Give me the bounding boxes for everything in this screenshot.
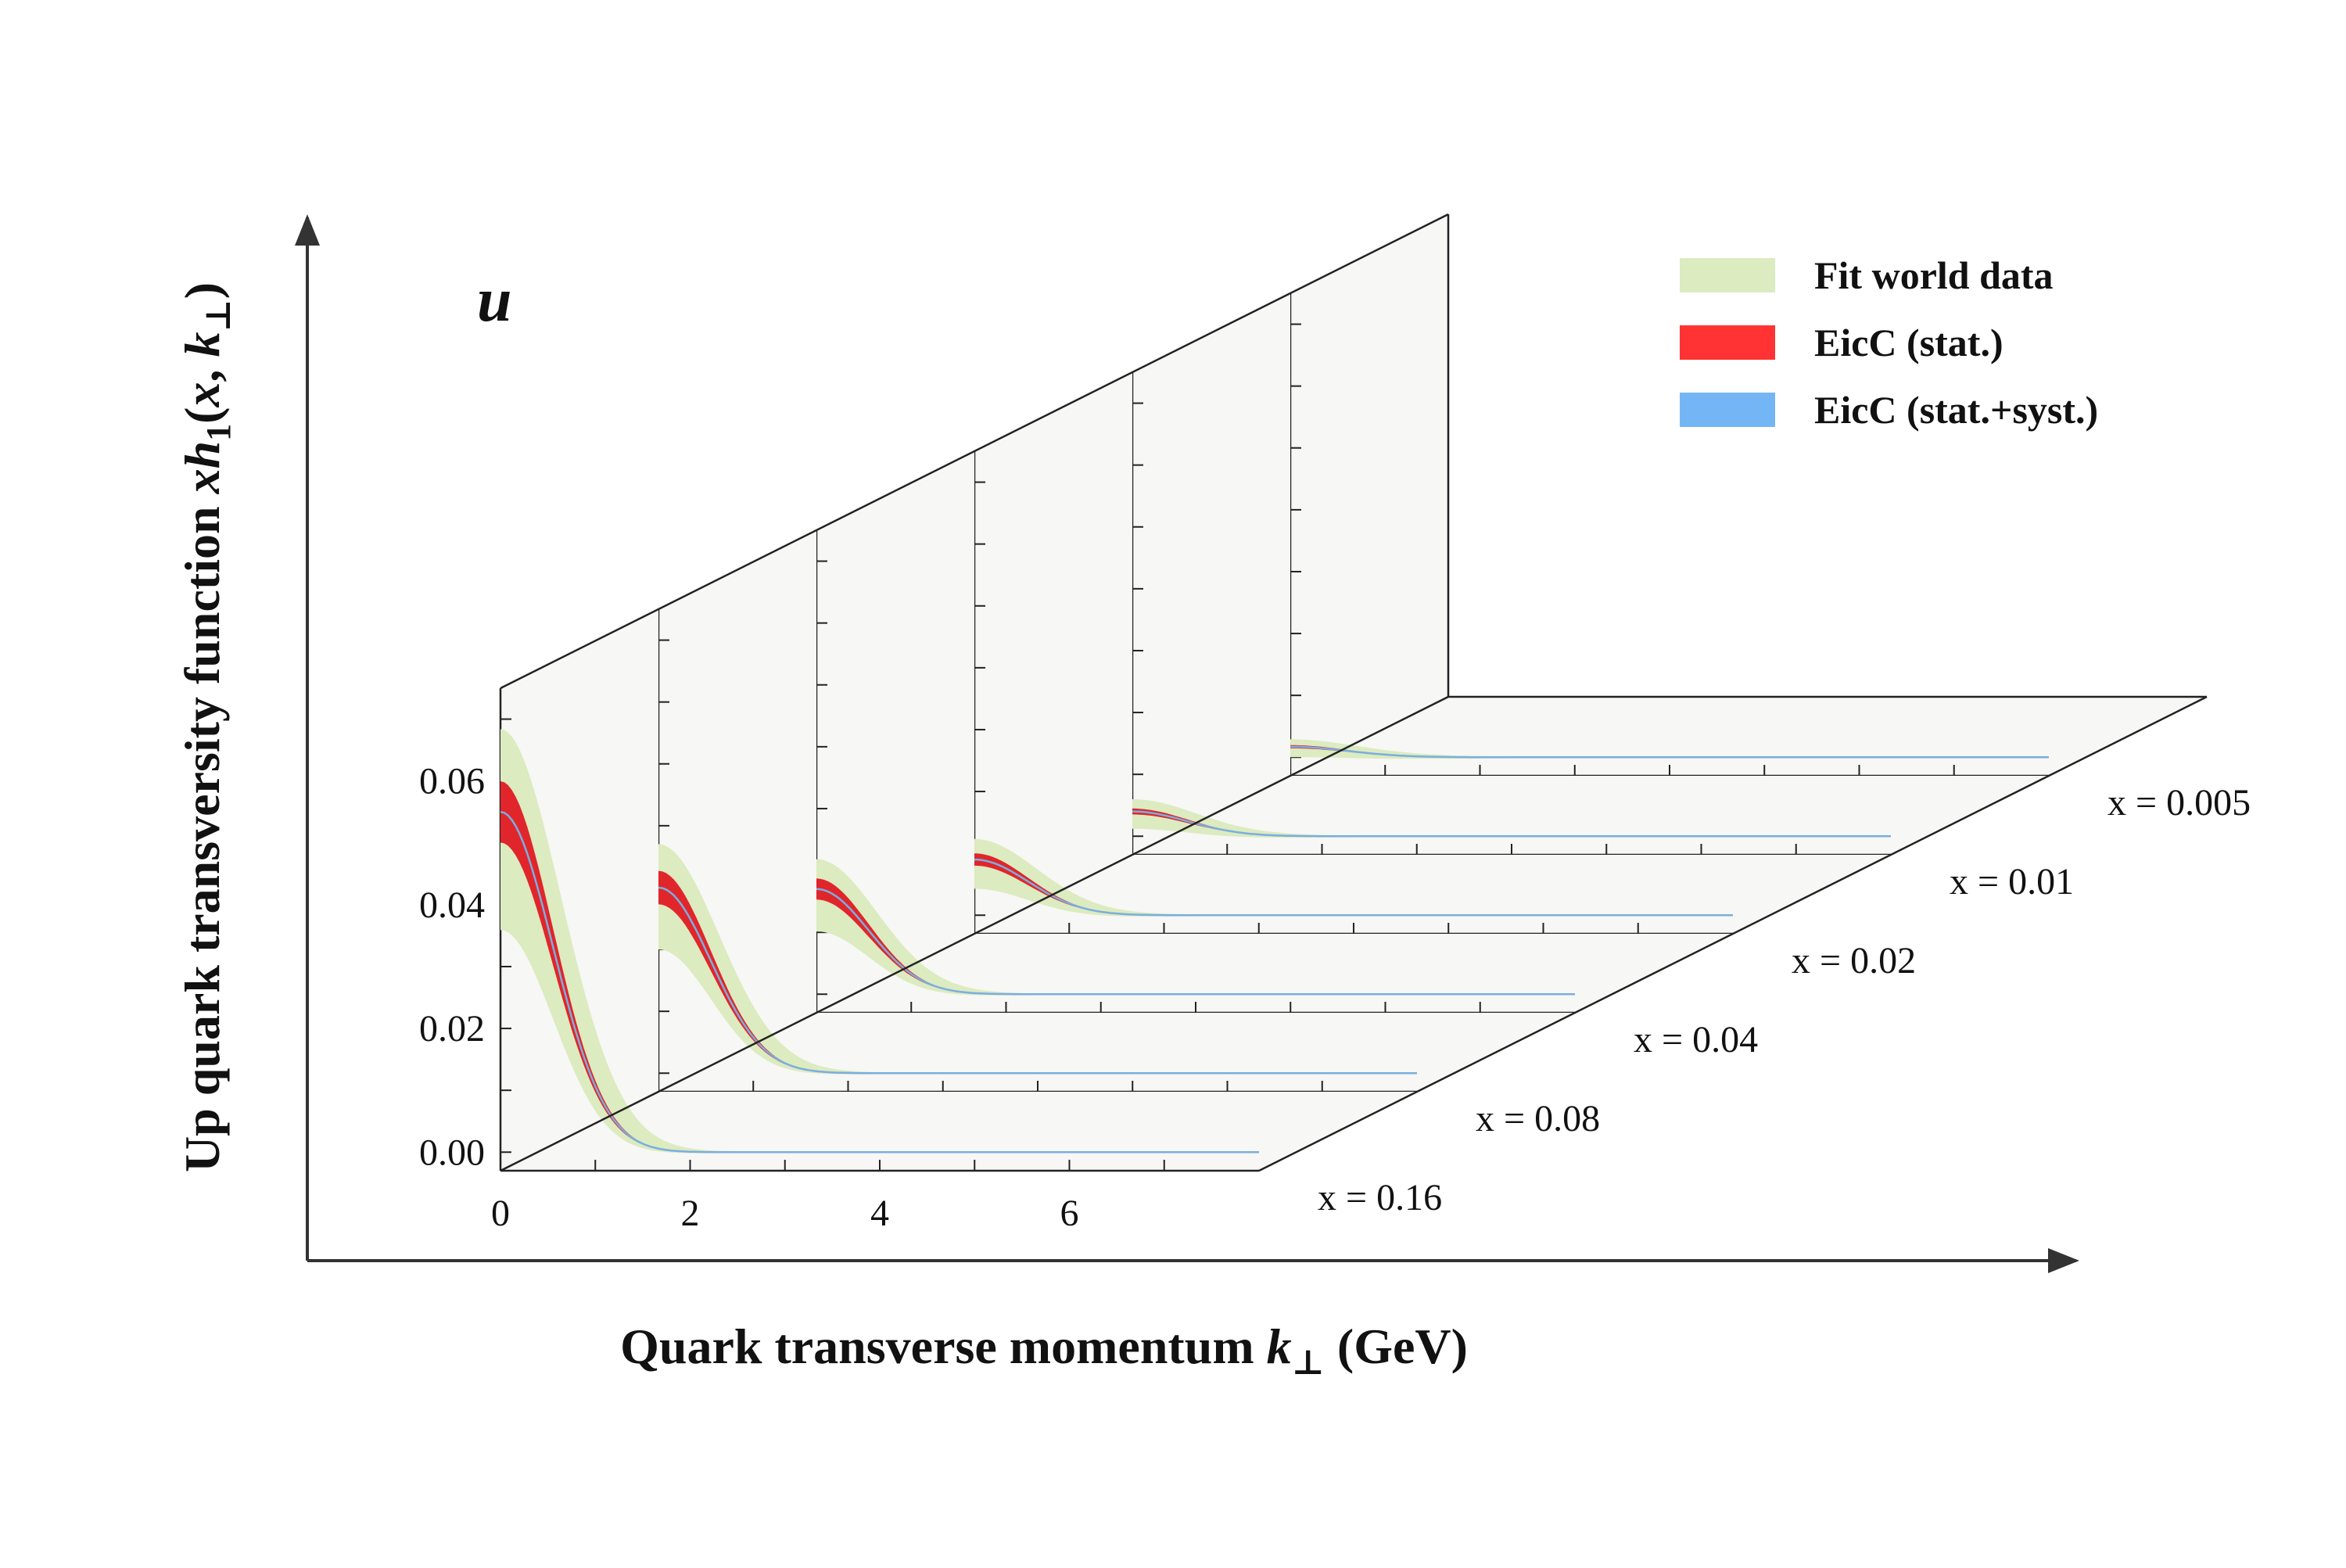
syst-line bbox=[500, 810, 1259, 1154]
x-axis-title-var: k bbox=[1267, 1319, 1292, 1374]
y-axis-title-var2: x bbox=[174, 382, 230, 408]
slice-panel bbox=[1289, 214, 2207, 777]
x-tick-label: 0 bbox=[491, 1193, 510, 1234]
slice-panel bbox=[973, 372, 1891, 935]
syst-line bbox=[658, 886, 1417, 1075]
x-tick-label: 6 bbox=[1060, 1193, 1079, 1234]
y-axis-title-post: ) bbox=[174, 282, 230, 299]
slice-labels: x = 0.005 x = 0.01 x = 0.02 x = 0.04 x = 0.0… bbox=[1318, 782, 2251, 1218]
slice-label: x = 0.005 bbox=[2107, 782, 2251, 823]
x-axis-title: Quark transverse momentum k⊥ (GeV) bbox=[620, 1319, 1468, 1382]
slice-panels bbox=[499, 214, 2207, 1172]
y-tick-label: 0.06 bbox=[419, 761, 485, 802]
floor-strip bbox=[1290, 697, 2207, 776]
slice-label: x = 0.01 bbox=[1950, 861, 2074, 902]
frame-floor-left-edge bbox=[500, 695, 1449, 1172]
wall-strip bbox=[500, 609, 658, 1171]
syst-line bbox=[816, 888, 1575, 996]
slice-panel bbox=[1131, 293, 2049, 856]
y-axis-title-pre: Up quark transversity function bbox=[174, 493, 230, 1172]
syst-line bbox=[1290, 745, 2049, 759]
syst-line bbox=[974, 858, 1733, 917]
y-axis-title-sub1: 1 bbox=[199, 424, 238, 441]
front-axes: 0 2 4 6 0.00 0.02 0.04 0.06 bbox=[419, 213, 2208, 1234]
slice-label: x = 0.02 bbox=[1792, 940, 1916, 981]
x-tick-label: 2 bbox=[681, 1193, 700, 1234]
y-axis-title-comma: , bbox=[174, 357, 230, 382]
syst-line bbox=[1132, 810, 1891, 838]
y-tick-label: 0.02 bbox=[419, 1008, 485, 1050]
x-axis-title-pre: Quark transverse momentum bbox=[620, 1319, 1267, 1374]
floor-strip bbox=[1132, 776, 2049, 855]
world-data-band bbox=[1290, 739, 2049, 759]
wall-strip bbox=[816, 451, 974, 1013]
y-axis-title-mid: ( bbox=[174, 407, 230, 424]
floor-strip bbox=[500, 1092, 1417, 1171]
flavor-label: u bbox=[477, 266, 512, 335]
legend-label: EicC (stat.) bbox=[1814, 321, 2003, 364]
world-data-band bbox=[1132, 799, 1891, 838]
frame-top-edge bbox=[500, 213, 1449, 690]
legend-label: EicC (stat.+syst.) bbox=[1814, 388, 2098, 432]
legend-label: Fit world data bbox=[1814, 253, 2054, 297]
slice-label: x = 0.04 bbox=[1634, 1019, 1758, 1060]
slice-panel bbox=[657, 530, 1575, 1093]
slice-label: x = 0.08 bbox=[1476, 1098, 1600, 1139]
y-axis-title: Up quark transversity function xh1(x, k⊥… bbox=[174, 282, 238, 1172]
slice-label: x = 0.16 bbox=[1318, 1177, 1442, 1218]
x-axis-title-sub: ⊥ bbox=[1292, 1344, 1325, 1382]
legend: Fit world data EicC (stat.) EicC (stat.+sy… bbox=[1680, 253, 2098, 432]
legend-swatch bbox=[1680, 325, 1775, 360]
slice-panel bbox=[499, 609, 1417, 1172]
wall-strip bbox=[974, 372, 1132, 934]
legend-swatch bbox=[1680, 258, 1775, 292]
frame-floor-right-edge bbox=[1258, 695, 2208, 1172]
y-axis-title-var1: xh bbox=[174, 441, 230, 495]
x-axis-title-post: (GeV) bbox=[1325, 1319, 1468, 1374]
y-axis-title-var3: k bbox=[174, 332, 230, 357]
y-tick-label: 0.04 bbox=[419, 884, 485, 926]
floor-strip bbox=[658, 1013, 1575, 1092]
wall-strip bbox=[1290, 214, 1448, 776]
slice-panel bbox=[815, 451, 1733, 1014]
y-axis-title-sub3: ⊥ bbox=[199, 299, 238, 332]
x-tick-label: 4 bbox=[870, 1193, 889, 1234]
y-tick-label: 0.00 bbox=[419, 1132, 485, 1173]
wall-strip bbox=[1132, 293, 1290, 855]
legend-swatch bbox=[1680, 393, 1775, 427]
floor-strip bbox=[816, 934, 1733, 1013]
floor-strip bbox=[974, 855, 1891, 934]
